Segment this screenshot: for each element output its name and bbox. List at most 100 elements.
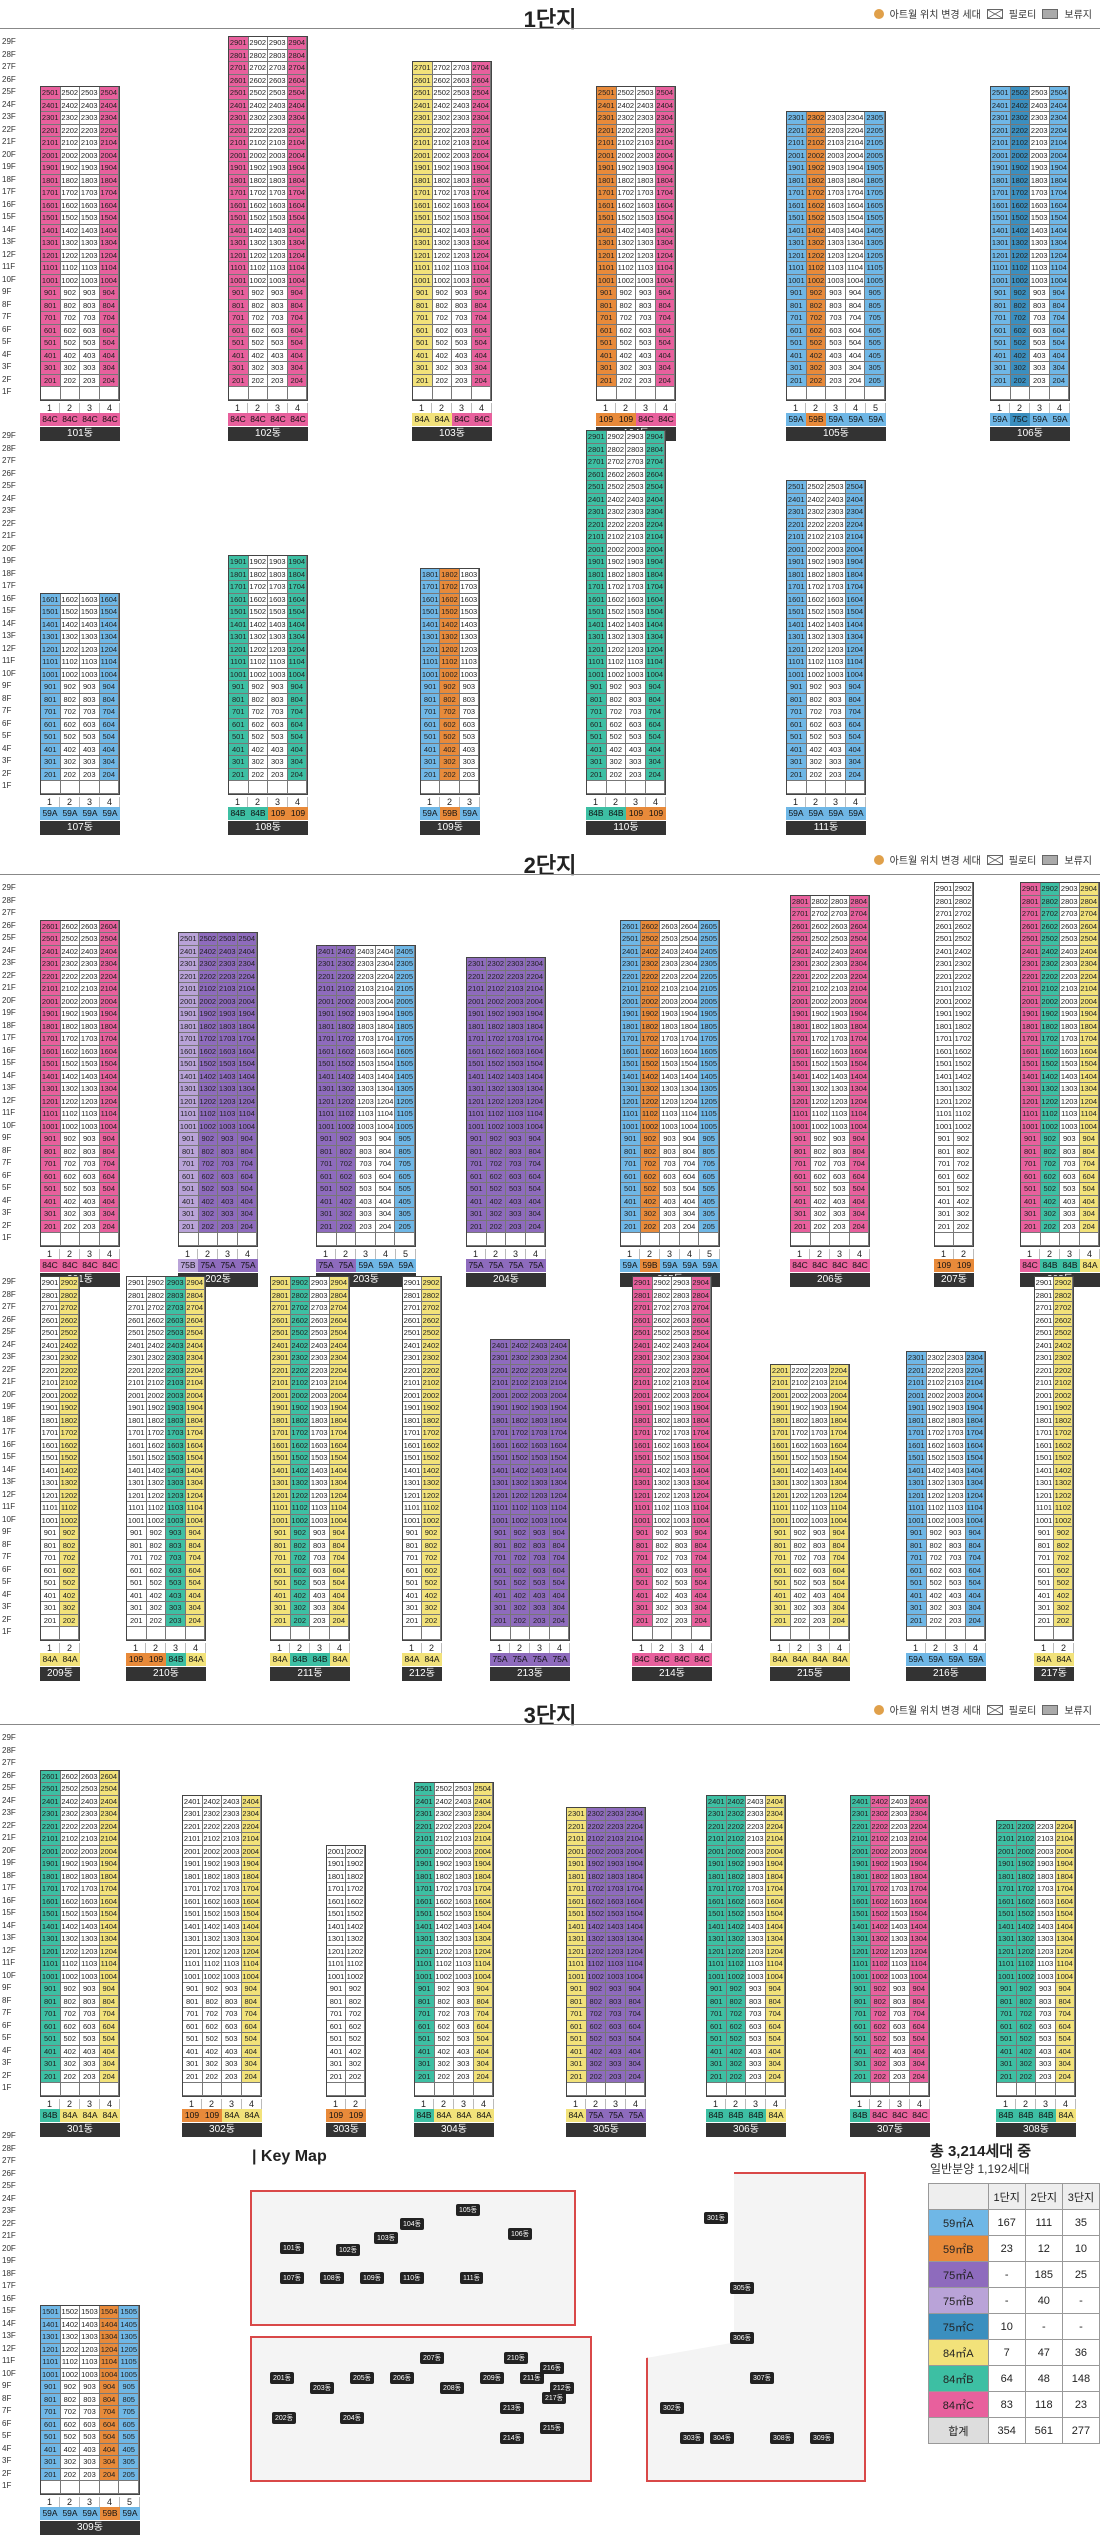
unit-cell: 901 <box>327 1983 346 1996</box>
unit-cell: 801 <box>851 1995 871 2008</box>
unit-cell: 204 <box>691 1614 711 1627</box>
floor-label: 9F <box>2 1133 12 1142</box>
unit-cell: 901 <box>633 1527 653 1540</box>
unit-cell: 401 <box>421 743 441 756</box>
floor-label: 10F <box>2 1514 16 1524</box>
floor-label: 7F <box>2 706 12 715</box>
unit-cell: 1902 <box>1054 1402 1073 1415</box>
unit-cell: 1004 <box>845 668 865 681</box>
unit-cell <box>655 387 675 400</box>
unit-cell: 1403 <box>268 224 288 237</box>
unit-cell: 1201 <box>317 1095 337 1108</box>
unit-cell: 1704 <box>655 187 675 200</box>
unit-cell: 403 <box>454 2045 474 2058</box>
unit-cell: 1905 <box>865 162 885 175</box>
unit-cell: 1504 <box>645 606 665 619</box>
unit-cell: 304 <box>525 1208 545 1221</box>
building-210동: 2901 2902 2903 2904 2801 2802 2803 2804 2701 2702… <box>126 1276 206 1681</box>
unit-cell: 2504 <box>1049 87 1069 100</box>
unit-cell: 1101 <box>771 1502 791 1515</box>
line-number: 3 <box>80 402 100 413</box>
summary-value: 10 <box>1061 2235 1100 2262</box>
unit-cell: 1904 <box>655 162 675 175</box>
unit-cell: 204 <box>679 1220 700 1233</box>
unit-cell: 801 <box>621 1145 641 1158</box>
unit-cell: 2903 <box>672 1277 692 1290</box>
unit-cell: 2602 <box>432 74 452 87</box>
unit-cell: 1104 <box>471 262 491 275</box>
unit-cell: 1301 <box>787 631 807 644</box>
legend-reserve: 보류지 <box>1064 10 1092 21</box>
unit-cell: 1504 <box>909 1908 929 1921</box>
unit-cell: 2201 <box>633 1364 653 1377</box>
unit-type: 84C <box>288 412 308 426</box>
unit-cell: 1403 <box>80 618 100 631</box>
unit-cell: 503 <box>80 2033 100 2046</box>
unit-cell: 1903 <box>890 1858 910 1871</box>
unit-cell: 1601 <box>621 1045 641 1058</box>
floor-label: 19F <box>2 556 16 565</box>
unit-cell: 1304 <box>329 1477 349 1490</box>
unit-cell: 1004 <box>99 1120 119 1133</box>
unit-cell: 1602 <box>290 1439 310 1452</box>
unit-cell: 2104 <box>99 137 119 150</box>
unit-cell: 704 <box>99 2406 120 2419</box>
unit-cell: 702 <box>146 1552 166 1565</box>
unit-cell: 1304 <box>99 1083 119 1096</box>
unit-type: 84A <box>330 1652 350 1666</box>
unit-cell: 1104 <box>99 2356 120 2369</box>
unit-cell: 1301 <box>41 1083 61 1096</box>
unit-cell: 1403 <box>1060 1070 1080 1083</box>
unit-cell: 1503 <box>1060 1058 1080 1071</box>
unit-cell: 1402 <box>290 1464 310 1477</box>
floor-label: 8F <box>2 1145 12 1155</box>
unit-cell: 804 <box>625 1995 645 2008</box>
unit-cell: 1001 <box>415 1970 435 1983</box>
building-308동: 2201 2202 2203 2204 2101 2102 2103 2104 2001 2002… <box>996 1819 1076 2137</box>
unit-cell: 2104 <box>473 1833 493 1846</box>
unit-cell: 2302 <box>290 1352 310 1365</box>
unit-cell: 504 <box>1055 2033 1075 2046</box>
unit-cell: 802 <box>440 693 460 706</box>
unit-cell: 1001 <box>327 1970 346 1983</box>
unit-cell: 702 <box>510 1552 530 1565</box>
unit-cell: 1102 <box>1040 1108 1060 1121</box>
unit-cell: 1901 <box>633 1402 653 1415</box>
unit-cell <box>997 2083 1017 2096</box>
unit-type: 84A <box>434 2108 454 2122</box>
unit-cell: 901 <box>1035 1527 1054 1540</box>
unit-cell: 1302 <box>1040 1083 1060 1096</box>
unit-cell: 302 <box>616 362 636 375</box>
unit-cell: 2502 <box>640 933 661 946</box>
unit-cell: 804 <box>849 1145 869 1158</box>
unit-cell: 602 <box>1016 2020 1036 2033</box>
unit-cell: 2004 <box>909 1845 929 1858</box>
unit-cell: 2802 <box>606 443 626 456</box>
line-number: 2 <box>432 402 452 413</box>
unit-cell: 403 <box>606 2045 626 2058</box>
unit-cell: 2401 <box>491 1339 511 1352</box>
unit-cell: 1602 <box>440 593 460 606</box>
unit-cell: 2401 <box>127 1339 147 1352</box>
unit-cell: 302 <box>1054 1602 1073 1615</box>
unit-cell <box>395 1233 415 1246</box>
unit-cell: 704 <box>765 2008 785 2021</box>
unit-cell: 1201 <box>229 643 249 656</box>
unit-cell: 2501 <box>1021 933 1041 946</box>
unit-cell: 2402 <box>870 1795 890 1808</box>
unit-cell: 2301 <box>621 958 641 971</box>
unit-cell: 501 <box>317 1183 337 1196</box>
unit-cell: 202 <box>60 1614 79 1627</box>
unit-cell: 1703 <box>452 187 472 200</box>
unit-cell: 501 <box>229 731 249 744</box>
line-number: 4 <box>474 2098 494 2109</box>
unit-cell: 301 <box>183 2058 203 2071</box>
floor-label: 15F <box>2 1058 16 1067</box>
unit-cell: 503 <box>1036 2033 1056 2046</box>
unit-cell: 603 <box>530 1564 550 1577</box>
unit-cell: 203 <box>80 1220 100 1233</box>
unit-cell: 2502 <box>146 1327 166 1340</box>
unit-cell: 2201 <box>179 970 199 983</box>
